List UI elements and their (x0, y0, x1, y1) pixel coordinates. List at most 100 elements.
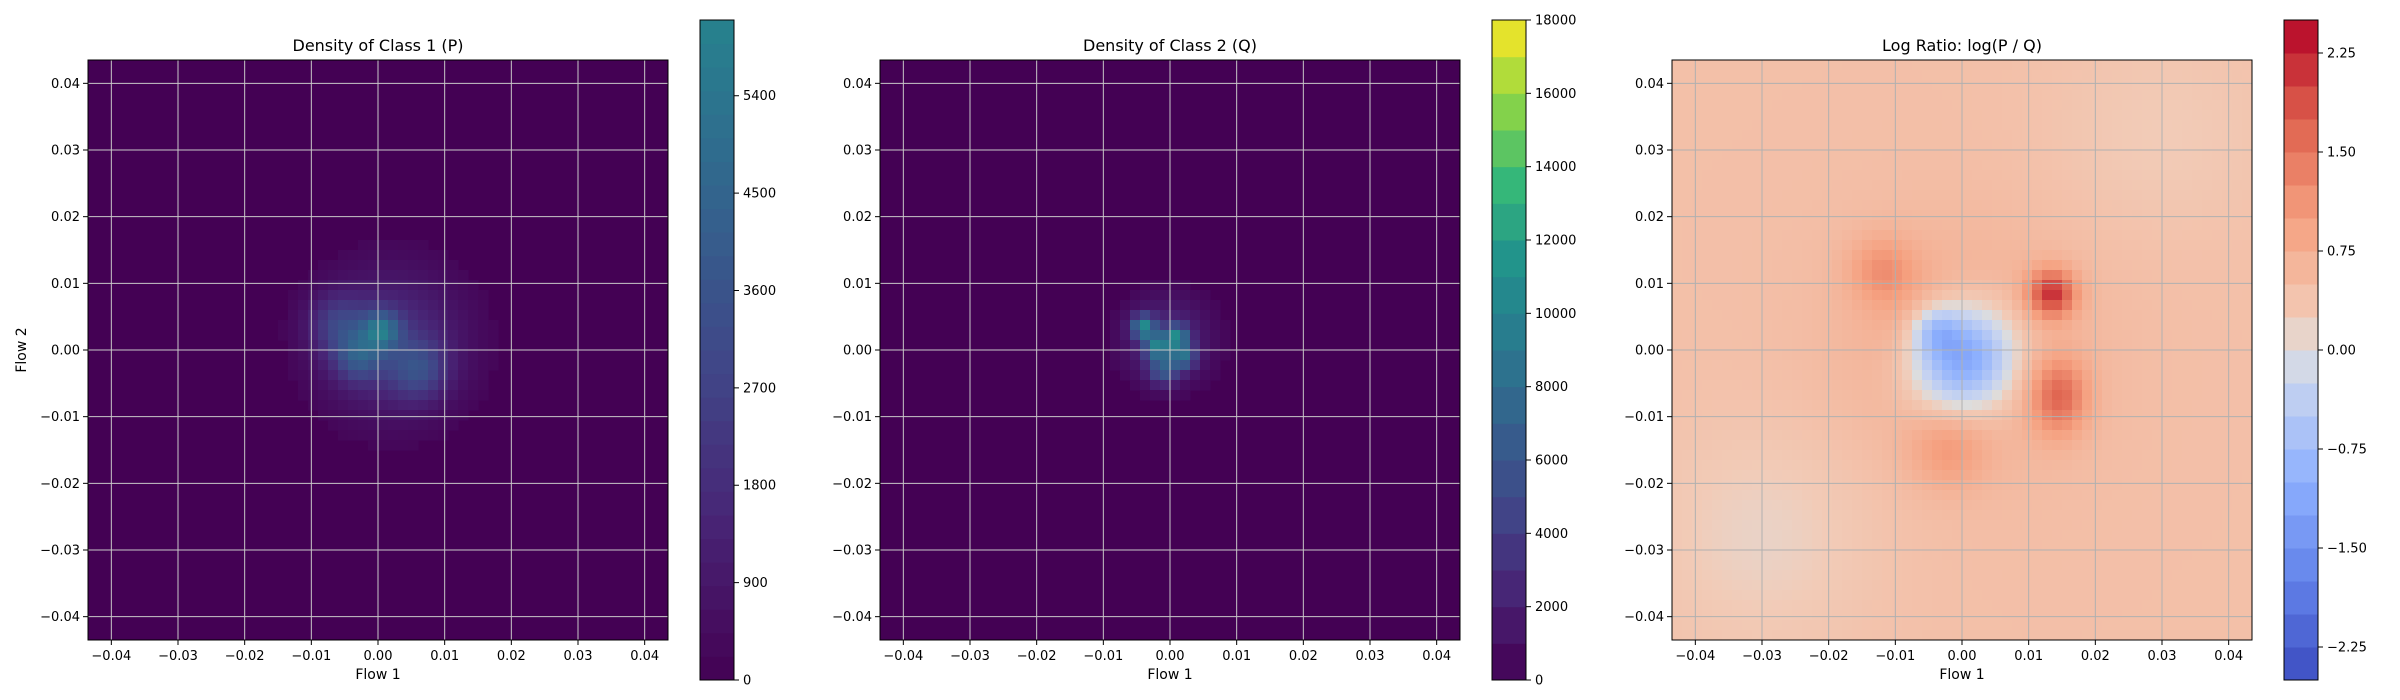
heatmap-cell (2172, 590, 2183, 601)
heatmap-cell (2162, 430, 2173, 441)
heatmap-cell (2212, 390, 2223, 401)
heatmap-cell (1672, 290, 1683, 301)
panel-title: Density of Class 2 (Q) (1083, 36, 1257, 55)
heatmap-cell (1120, 340, 1131, 351)
heatmap-cell (1130, 370, 1141, 381)
heatmap-cell (1912, 520, 1923, 531)
heatmap-cell (1872, 570, 1883, 581)
heatmap-cell (1832, 450, 1843, 461)
heatmap-cell (2152, 620, 2163, 631)
heatmap-cell (1772, 120, 1783, 131)
heatmap-cell (418, 350, 429, 361)
heatmap-cell (2172, 510, 2183, 521)
heatmap-cell (2132, 130, 2143, 141)
heatmap-cell (2142, 600, 2153, 611)
heatmap-cell (1812, 160, 1823, 171)
heatmap-cell (1732, 450, 1743, 461)
heatmap-cell (2002, 340, 2013, 351)
heatmap-cell (1912, 180, 1923, 191)
heatmap-cell (1682, 450, 1693, 461)
heatmap-cell (1902, 420, 1913, 431)
heatmap-cell (1882, 260, 1893, 271)
heatmap-cell (2232, 330, 2243, 341)
heatmap-cell (1180, 320, 1191, 331)
heatmap-cell (1220, 340, 1231, 351)
heatmap-cell (2172, 450, 2183, 461)
heatmap-cell (2122, 550, 2133, 561)
heatmap-cell (2212, 480, 2223, 491)
panel-density-q: Density of Class 2 (Q) −0.04 −0.03 −0.02 −0… (832, 14, 1576, 689)
heatmap-cell (2162, 490, 2173, 501)
heatmap-cell (2092, 400, 2103, 411)
heatmap-cell (2052, 480, 2063, 491)
heatmap-cell (1672, 530, 1683, 541)
heatmap-cell (2222, 510, 2233, 521)
heatmap-cell (1712, 600, 1723, 611)
heatmap-cell (1832, 370, 1843, 381)
colorbar-band (700, 515, 734, 540)
heatmap-cell (1822, 250, 1833, 261)
heatmap-cell (1772, 600, 1783, 611)
heatmap-cell (2222, 620, 2233, 631)
heatmap-cell (2072, 350, 2083, 361)
heatmap-cell (2092, 310, 2103, 321)
heatmap-cell (2062, 280, 2073, 291)
heatmap-cell (1882, 370, 1893, 381)
heatmap-cell (1862, 70, 1873, 81)
colorbar-band (1492, 423, 1526, 461)
heatmap-cell (2232, 280, 2243, 291)
heatmap-cell (2032, 80, 2043, 91)
heatmap-cell (1150, 310, 1161, 321)
heatmap-cell (2202, 490, 2213, 501)
heatmap-cell (1892, 70, 1903, 81)
heatmap-cell (1862, 350, 1873, 361)
heatmap-cell (2082, 270, 2093, 281)
heatmap-cell (1862, 630, 1873, 640)
heatmap-cell (1762, 300, 1773, 311)
heatmap-cell (1962, 360, 1973, 371)
heatmap-cell (1882, 70, 1893, 81)
heatmap-cell (1742, 240, 1753, 251)
heatmap-cell (2122, 610, 2133, 621)
heatmap-cell (1882, 280, 1893, 291)
heatmap-cell (1722, 470, 1733, 481)
heatmap-cell (1982, 320, 1993, 331)
heatmap-cell (1902, 310, 1913, 321)
heatmap-cell (408, 320, 419, 331)
heatmap-cell (2202, 80, 2213, 91)
heatmap-cell (1912, 460, 1923, 471)
heatmap-cell (1682, 200, 1693, 211)
heatmap-cell (1952, 130, 1963, 141)
heatmap-cell (1732, 210, 1743, 221)
heatmap-cell (1872, 550, 1883, 561)
heatmap-cell (1982, 90, 1993, 101)
heatmap-cell (2062, 480, 2073, 491)
heatmap-cell (1752, 320, 1763, 331)
heatmap-cell (2152, 450, 2163, 461)
heatmap-cell (1762, 580, 1773, 591)
heatmap-cell (2232, 70, 2243, 81)
heatmap-cell (2022, 440, 2033, 451)
heatmap-cell (2012, 560, 2023, 571)
heatmap-cell (2242, 580, 2252, 591)
heatmap-cell (1702, 580, 1713, 591)
heatmap-cell (2202, 170, 2213, 181)
heatmap-cell (1812, 600, 1823, 611)
heatmap-cell (2062, 410, 2073, 421)
heatmap-cell (1952, 290, 1963, 301)
heatmap-cell (1902, 540, 1913, 551)
heatmap-cell (418, 400, 429, 411)
heatmap-cell (2182, 460, 2193, 471)
heatmap-cell (1952, 360, 1963, 371)
heatmap-cell (2162, 360, 2173, 371)
heatmap-cell (2122, 60, 2133, 71)
heatmap-cell (2032, 390, 2043, 401)
heatmap-cell (1842, 610, 1853, 621)
heatmap-cell (1932, 550, 1943, 561)
heatmap-cell (438, 260, 449, 271)
heatmap-cell (2112, 580, 2123, 591)
heatmap-cell (358, 310, 369, 321)
heatmap-cell (1842, 600, 1853, 611)
heatmap-cell (2192, 520, 2203, 531)
heatmap-cell (1732, 430, 1743, 441)
